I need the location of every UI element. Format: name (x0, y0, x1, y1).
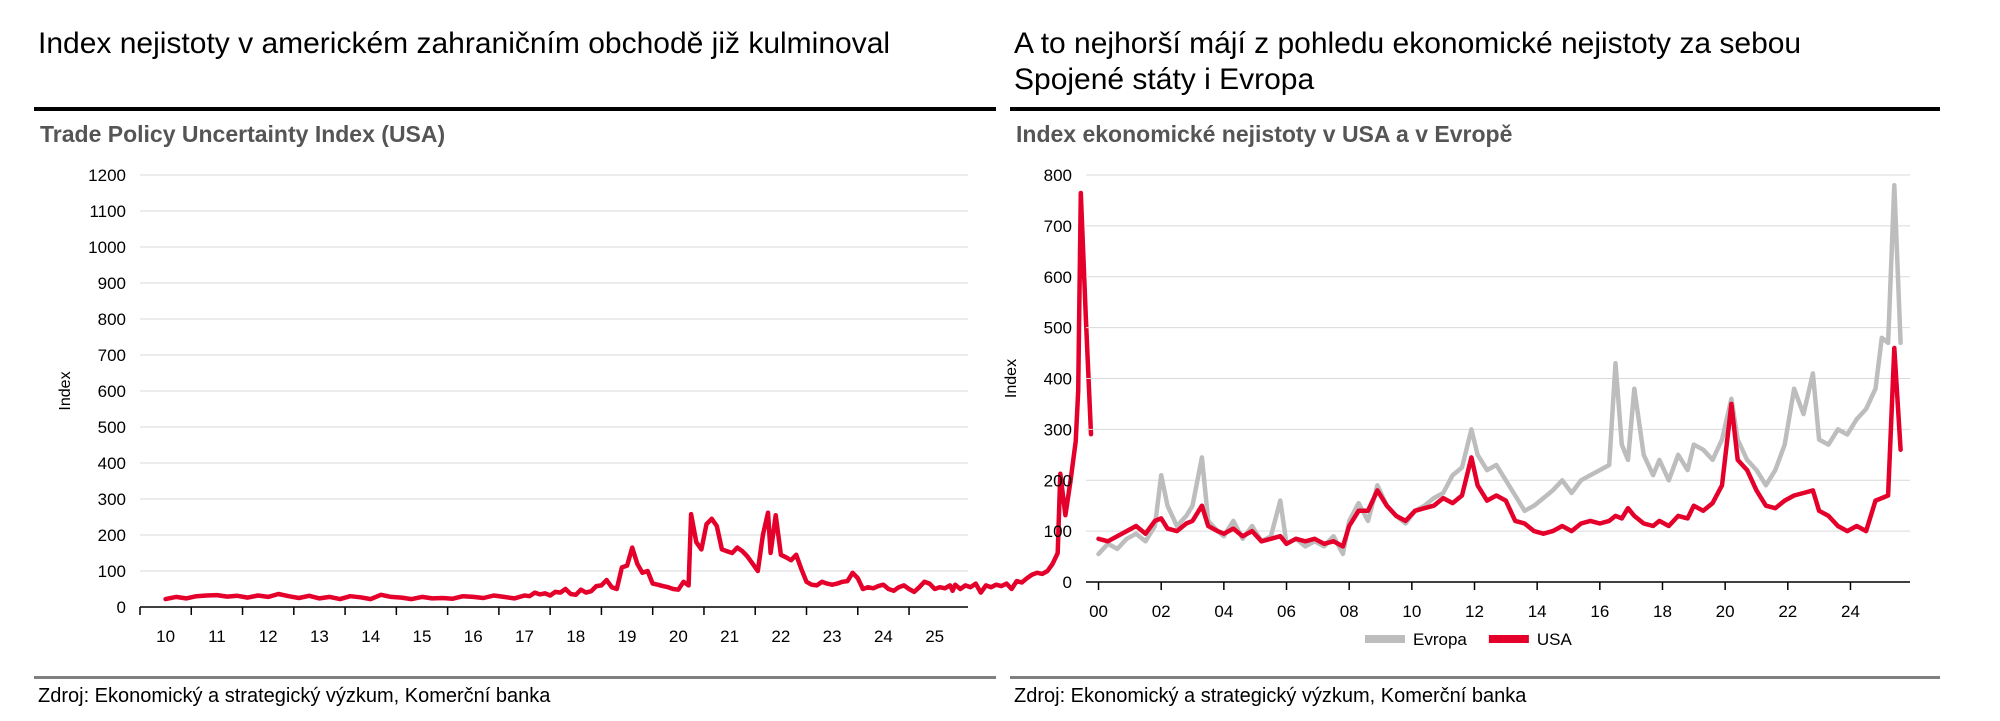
x-tick-label: 10 (156, 627, 175, 646)
y-tick-label: 500 (98, 418, 126, 437)
x-tick-label: 10 (1402, 602, 1421, 621)
y-tick-label: 800 (98, 310, 126, 329)
y-tick-label: 300 (1044, 420, 1072, 439)
x-tick-label: 15 (413, 627, 432, 646)
economic-uncertainty-chart: 0 100 200 300 400 500 600 700 800 00 02 04 06 08 10 12 1… (1003, 166, 1910, 649)
x-tick-label: 02 (1152, 602, 1171, 621)
x-tick-label: 19 (618, 627, 637, 646)
x-tick-label: 17 (515, 627, 534, 646)
y-tick-label: 0 (117, 598, 126, 617)
x-tick-label: 14 (1528, 602, 1547, 621)
right-headline-line1: A to nejhorší májí z pohledu ekonomické … (1014, 27, 1802, 60)
x-tick-label: 16 (1590, 602, 1609, 621)
y-tick-label: 1000 (88, 238, 126, 257)
left-source-note: Zdroj: Ekonomický a strategický výzkum, … (38, 685, 551, 707)
y-tick-label: 400 (98, 454, 126, 473)
x-tick-label: 16 (464, 627, 483, 646)
right-source-note: Zdroj: Ekonomický a strategický výzkum, … (1014, 685, 1527, 707)
y-tick-label: 500 (1044, 319, 1072, 338)
right-headline-line2: Spojené státy i Evropa (1014, 63, 1315, 96)
x-tick-label: 23 (823, 627, 842, 646)
series-line-usa (1096, 345, 1903, 549)
right-top-rule (1010, 107, 1940, 111)
left-headline: Index nejistoty v americkém zahraničním … (38, 27, 891, 60)
y-tick-label: 600 (98, 382, 126, 401)
x-tick-label: 08 (1340, 602, 1359, 621)
y-tick-label: 400 (1044, 370, 1072, 389)
legend-label: USA (1537, 630, 1573, 649)
right-chart-title: Index ekonomické nejistoty v USA a v Evr… (1016, 121, 1513, 147)
y-tick-label: 100 (98, 562, 126, 581)
right-chart-panel: A to nejhorší májí z pohledu ekonomické … (1003, 0, 1940, 721)
y-tick-label: 1200 (88, 166, 126, 185)
x-tick-label: 20 (1716, 602, 1735, 621)
y-tick-label: 200 (1044, 471, 1072, 490)
x-tick-label: 11 (208, 627, 226, 646)
x-tick-label: 00 (1089, 602, 1108, 621)
left-top-rule (34, 107, 996, 111)
right-headline: A to nejhorší májí z pohledu ekonomické … (1014, 26, 1801, 98)
x-tick-label: 12 (259, 627, 278, 646)
x-tick-label: 13 (310, 627, 329, 646)
trade-policy-chart: 0100200300400500600700800900100011001200… (57, 166, 1094, 646)
x-tick-label: 22 (1778, 602, 1797, 621)
y-tick-label: 1100 (89, 202, 126, 221)
x-tick-label: 24 (1841, 602, 1860, 621)
y-tick-label: 600 (1044, 268, 1072, 287)
series-line-0 (163, 190, 1094, 602)
x-tick-label: 21 (720, 627, 739, 646)
x-tick-label: 18 (566, 627, 585, 646)
x-tick-label: 06 (1277, 602, 1296, 621)
left-bottom-rule (34, 676, 996, 679)
y-axis-label: Index (1003, 359, 1020, 398)
x-tick-label: 22 (771, 627, 790, 646)
left-chart-title: Trade Policy Uncertainty Index (USA) (40, 121, 446, 147)
y-tick-label: 200 (98, 526, 126, 545)
y-tick-label: 800 (1044, 166, 1072, 185)
x-tick-label: 25 (925, 627, 944, 646)
right-bottom-rule (1010, 676, 1940, 679)
left-chart-panel: Index nejistoty v americkém zahraničním … (34, 0, 1094, 721)
x-tick-label: 24 (874, 627, 893, 646)
y-tick-label: 0 (1063, 573, 1072, 592)
x-tick-label: 04 (1214, 602, 1233, 621)
y-tick-label: 100 (1044, 522, 1072, 541)
legend-label: Evropa (1413, 630, 1467, 649)
x-tick-label: 20 (669, 627, 688, 646)
y-tick-label: 700 (98, 346, 126, 365)
x-tick-label: 12 (1465, 602, 1484, 621)
y-tick-label: 300 (98, 490, 126, 509)
y-tick-label: 700 (1044, 217, 1072, 236)
x-tick-label: 14 (361, 627, 380, 646)
x-tick-label: 18 (1653, 602, 1672, 621)
y-tick-label: 900 (98, 274, 126, 293)
y-axis-label: Index (57, 371, 74, 410)
